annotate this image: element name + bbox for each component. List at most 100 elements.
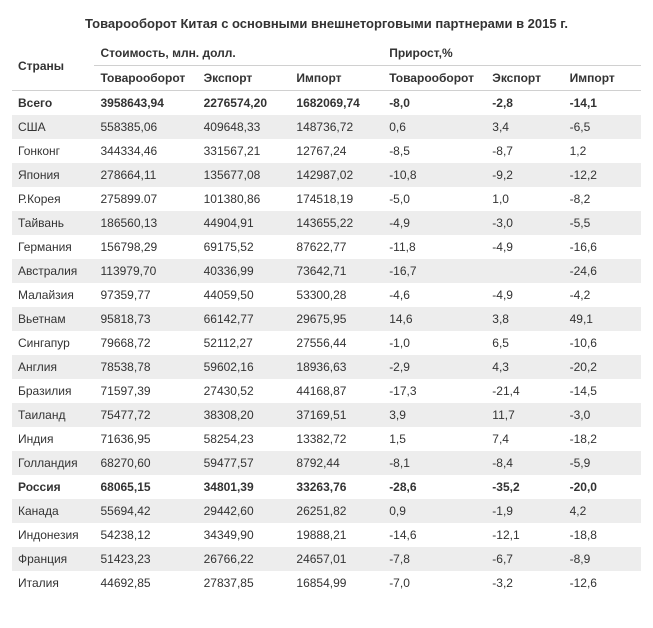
cell-country: Таиланд <box>12 403 94 427</box>
cell-export: 135677,08 <box>198 163 291 187</box>
cell-import-growth: -10,6 <box>564 331 641 355</box>
cell-turnover: 113979,70 <box>94 259 197 283</box>
cell-import: 13382,72 <box>290 427 383 451</box>
cell-turnover: 275899.07 <box>94 187 197 211</box>
col-turnover: Товарооборот <box>94 66 197 91</box>
cell-export-growth <box>486 259 563 283</box>
cell-country: Р.Корея <box>12 187 94 211</box>
cell-country: Индонезия <box>12 523 94 547</box>
cell-import-growth: -6,5 <box>564 115 641 139</box>
table-row: Англия78538,7859602,1618936,63-2,94,3-20… <box>12 355 641 379</box>
cell-export: 34349,90 <box>198 523 291 547</box>
cell-export-growth: -1,9 <box>486 499 563 523</box>
cell-country: Франция <box>12 547 94 571</box>
cell-turnover: 344334,46 <box>94 139 197 163</box>
cell-export-growth: -4,9 <box>486 283 563 307</box>
cell-turnover: 79668,72 <box>94 331 197 355</box>
cell-import-growth: -20,2 <box>564 355 641 379</box>
cell-turnover: 558385,06 <box>94 115 197 139</box>
cell-country: Сингапур <box>12 331 94 355</box>
table-row: Италия44692,8527837,8516854,99-7,0-3,2-1… <box>12 571 641 595</box>
cell-export: 34801,39 <box>198 475 291 499</box>
cell-export-growth: 11,7 <box>486 403 563 427</box>
cell-country: Германия <box>12 235 94 259</box>
cell-turnover-growth: -10,8 <box>383 163 486 187</box>
col-export: Экспорт <box>198 66 291 91</box>
cell-export-growth: -35,2 <box>486 475 563 499</box>
cell-import-growth: -18,8 <box>564 523 641 547</box>
cell-export: 59602,16 <box>198 355 291 379</box>
cell-turnover-growth: -7,8 <box>383 547 486 571</box>
col-import-growth: Импорт <box>564 66 641 91</box>
cell-turnover: 186560,13 <box>94 211 197 235</box>
col-turnover-growth: Товарооборот <box>383 66 486 91</box>
cell-import: 8792,44 <box>290 451 383 475</box>
cell-import-growth: -12,2 <box>564 163 641 187</box>
cell-import: 26251,82 <box>290 499 383 523</box>
table-row: Канада55694,4229442,6026251,820,9-1,94,2 <box>12 499 641 523</box>
cell-turnover-growth: -11,8 <box>383 235 486 259</box>
cell-import: 27556,44 <box>290 331 383 355</box>
cell-import-growth: -16,6 <box>564 235 641 259</box>
cell-turnover-growth: 14,6 <box>383 307 486 331</box>
cell-turnover-growth: -4,6 <box>383 283 486 307</box>
cell-export-growth: -12,1 <box>486 523 563 547</box>
table-group-header: Страны Стоимость, млн. долл. Прирост,% <box>12 41 641 66</box>
cell-import: 73642,71 <box>290 259 383 283</box>
cell-export-growth: 7,4 <box>486 427 563 451</box>
cell-import-growth: -24,6 <box>564 259 641 283</box>
cell-export: 69175,52 <box>198 235 291 259</box>
cell-turnover: 54238,12 <box>94 523 197 547</box>
col-import: Импорт <box>290 66 383 91</box>
col-country: Страны <box>12 41 94 91</box>
cell-turnover-growth: -4,9 <box>383 211 486 235</box>
cell-export-growth: 3,8 <box>486 307 563 331</box>
cell-country: Индия <box>12 427 94 451</box>
table-title: Товарооборот Китая с основными внешнетор… <box>12 10 641 41</box>
cell-export: 44059,50 <box>198 283 291 307</box>
cell-turnover-growth: -16,7 <box>383 259 486 283</box>
cell-import-growth: 49,1 <box>564 307 641 331</box>
cell-export: 38308,20 <box>198 403 291 427</box>
cell-turnover: 68270,60 <box>94 451 197 475</box>
cell-country: Россия <box>12 475 94 499</box>
cell-export: 29442,60 <box>198 499 291 523</box>
cell-turnover: 44692,85 <box>94 571 197 595</box>
table-row: Вьетнам95818,7366142,7729675,9514,63,849… <box>12 307 641 331</box>
cell-turnover-growth: -2,9 <box>383 355 486 379</box>
cell-country: Канада <box>12 499 94 523</box>
cell-import: 53300,28 <box>290 283 383 307</box>
table-row: Р.Корея275899.07101380,86174518,19-5,01,… <box>12 187 641 211</box>
cell-import: 148736,72 <box>290 115 383 139</box>
cell-turnover: 71597,39 <box>94 379 197 403</box>
cell-turnover: 3958643,94 <box>94 91 197 116</box>
cell-import: 33263,76 <box>290 475 383 499</box>
cell-import-growth: -5,9 <box>564 451 641 475</box>
cell-import-growth: -12,6 <box>564 571 641 595</box>
cell-turnover-growth: -17,3 <box>383 379 486 403</box>
cell-country: Голландия <box>12 451 94 475</box>
cell-export-growth: -2,8 <box>486 91 563 116</box>
table-row: Франция51423,2326766,2224657,01-7,8-6,7-… <box>12 547 641 571</box>
cell-import-growth: -18,2 <box>564 427 641 451</box>
table-row: Голландия68270,6059477,578792,44-8,1-8,4… <box>12 451 641 475</box>
cell-turnover-growth: -8,0 <box>383 91 486 116</box>
cell-country: Италия <box>12 571 94 595</box>
cell-import: 174518,19 <box>290 187 383 211</box>
cell-import: 1682069,74 <box>290 91 383 116</box>
col-export-growth: Экспорт <box>486 66 563 91</box>
cell-turnover-growth: -5,0 <box>383 187 486 211</box>
cell-import: 12767,24 <box>290 139 383 163</box>
cell-turnover-growth: 0,6 <box>383 115 486 139</box>
cell-import: 29675,95 <box>290 307 383 331</box>
cell-import: 37169,51 <box>290 403 383 427</box>
cell-export: 27837,85 <box>198 571 291 595</box>
cell-country: Гонконг <box>12 139 94 163</box>
table-row: Япония278664,11135677,08142987,02-10,8-9… <box>12 163 641 187</box>
cell-export: 44904,91 <box>198 211 291 235</box>
table-row: Тайвань186560,1344904,91143655,22-4,9-3,… <box>12 211 641 235</box>
cell-import-growth: 1,2 <box>564 139 641 163</box>
table-row: Индонезия54238,1234349,9019888,21-14,6-1… <box>12 523 641 547</box>
cell-export: 101380,86 <box>198 187 291 211</box>
table-row: Таиланд75477,7238308,2037169,513,911,7-3… <box>12 403 641 427</box>
